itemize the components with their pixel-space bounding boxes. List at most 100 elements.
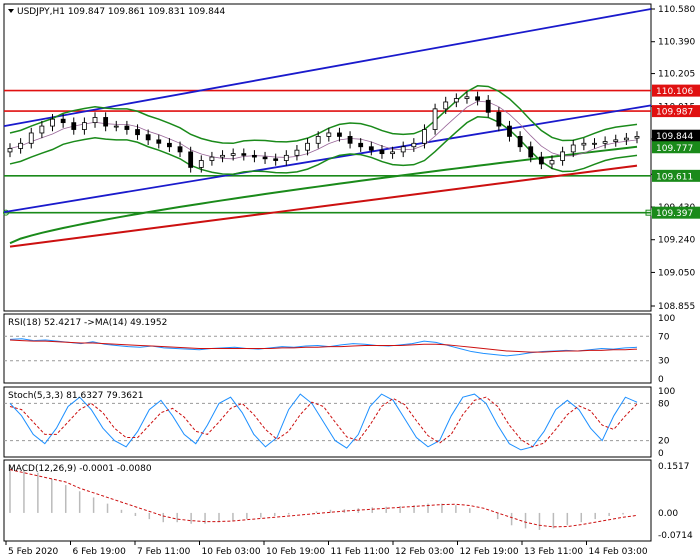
candle-body (538, 156, 544, 165)
rsi-ytick-label: 70 (658, 332, 670, 342)
x-tick-label: 13 Feb 11:00 (524, 547, 583, 557)
candle-body (273, 158, 279, 161)
panel-menu-icon (8, 9, 14, 13)
x-tick-label: 12 Feb 03:00 (395, 547, 454, 557)
candle-body (560, 151, 566, 161)
candle-body (39, 125, 45, 134)
stoch-ytick-label: 100 (658, 387, 675, 397)
level-price-box (652, 206, 700, 219)
level-price-label: 109.844 (656, 132, 693, 142)
candle-body (71, 122, 77, 130)
candle-body (379, 149, 385, 155)
candle-body (453, 98, 459, 103)
candle-body (337, 132, 342, 137)
price-ytick-label: 109.240 (658, 236, 695, 246)
x-tick-label: 14 Feb 03:00 (589, 547, 648, 557)
level-price-box (652, 105, 700, 118)
candle-body (18, 142, 24, 149)
x-tick-label: 10 Feb 19:00 (266, 547, 325, 557)
level-price-label: 109.611 (656, 172, 693, 182)
channel-upper-line (3, 8, 652, 127)
candle-body (103, 117, 109, 127)
bollinger-middle (9, 100, 638, 160)
candle-body (528, 146, 534, 158)
candle-body (156, 139, 162, 144)
candle-body (188, 151, 194, 168)
level-price-box (652, 129, 700, 142)
candle-body (283, 154, 289, 161)
x-tick-label: 10 Feb 03:00 (202, 547, 261, 557)
rsi-series-ma-14- (9, 339, 638, 353)
candle-body (315, 136, 321, 144)
candle-body (198, 160, 204, 168)
candle-body (581, 142, 587, 146)
price-ytick-label: 110.390 (658, 38, 695, 48)
ma-fast-line (9, 145, 638, 245)
candle-body (28, 132, 34, 144)
candle-body (209, 156, 215, 161)
panel-frame-macd (3, 459, 652, 542)
candle-body (422, 129, 427, 144)
candle-body (167, 142, 172, 148)
candle-body (241, 153, 247, 156)
stoch-panel-title: Stoch(5,3,3) 81.6327 79.3621 (8, 391, 143, 401)
candle-body (570, 144, 576, 153)
candle-body (507, 125, 512, 137)
candle-body (220, 154, 225, 158)
price-panel-title: USDJPY,H1 109.847 109.861 109.831 109.84… (17, 7, 226, 17)
stoch-ytick-label: 20 (658, 437, 670, 447)
bollinger-upper (9, 85, 638, 145)
candle-body (7, 148, 13, 153)
candle-body (124, 125, 130, 130)
level-price-box (652, 169, 700, 182)
rsi-ytick-label: 0 (658, 375, 664, 385)
candle-body (92, 117, 98, 124)
price-ytick-label: 110.205 (658, 70, 695, 80)
macd-ytick-label: -0.0714 (658, 531, 693, 541)
level-price-label: 110.106 (656, 87, 693, 97)
candle-body (294, 149, 300, 156)
candle-body (230, 153, 236, 156)
candle-body (145, 134, 151, 141)
candle-body (411, 142, 417, 148)
candle-body (592, 142, 597, 145)
candle-body (623, 137, 629, 141)
price-ytick-label: 108.855 (658, 302, 695, 312)
candle-body (60, 118, 66, 124)
candle-body (517, 136, 523, 148)
panel-frame-stoch (3, 386, 652, 458)
rsi-ytick-label: 30 (658, 357, 670, 367)
panel-frame-rsi (3, 313, 652, 384)
candle-body (485, 99, 491, 113)
candle-body (400, 146, 406, 153)
candle-body (443, 101, 449, 110)
candle-body (432, 108, 438, 130)
x-tick-label: 11 Feb 11:00 (331, 547, 390, 557)
macd-ytick-label: 0.00 (658, 509, 678, 519)
candle-body (613, 139, 619, 142)
x-tick-label: 7 Feb 11:00 (137, 547, 191, 557)
macd-ytick-label: 0.1517 (658, 462, 690, 472)
level-anchor-marker (3, 209, 9, 216)
x-tick-label: 6 Feb 19:00 (73, 547, 127, 557)
rsi-panel-title: RSI(18) 52.4217 ->MA(14) 49.1952 (8, 318, 167, 328)
level-price-box (652, 141, 700, 154)
panel-frame-price (3, 3, 652, 312)
candle-body (368, 146, 374, 151)
price-ytick-label: 110.580 (658, 5, 695, 15)
x-tick-label: 12 Feb 19:00 (460, 547, 519, 557)
candle-body (496, 111, 502, 127)
stoch-ytick-label: 80 (658, 399, 670, 409)
level-price-box (652, 84, 700, 97)
candle-body (262, 156, 268, 160)
candle-body (358, 142, 364, 148)
channel-lower-line (3, 104, 652, 214)
macd-signal-line (9, 469, 638, 528)
level-price-label: 109.777 (656, 144, 693, 154)
price-ytick-label: 109.050 (658, 268, 695, 278)
candle-body (475, 96, 480, 101)
candle-body (549, 160, 555, 165)
candle-body (464, 96, 470, 99)
candle-body (81, 122, 87, 130)
